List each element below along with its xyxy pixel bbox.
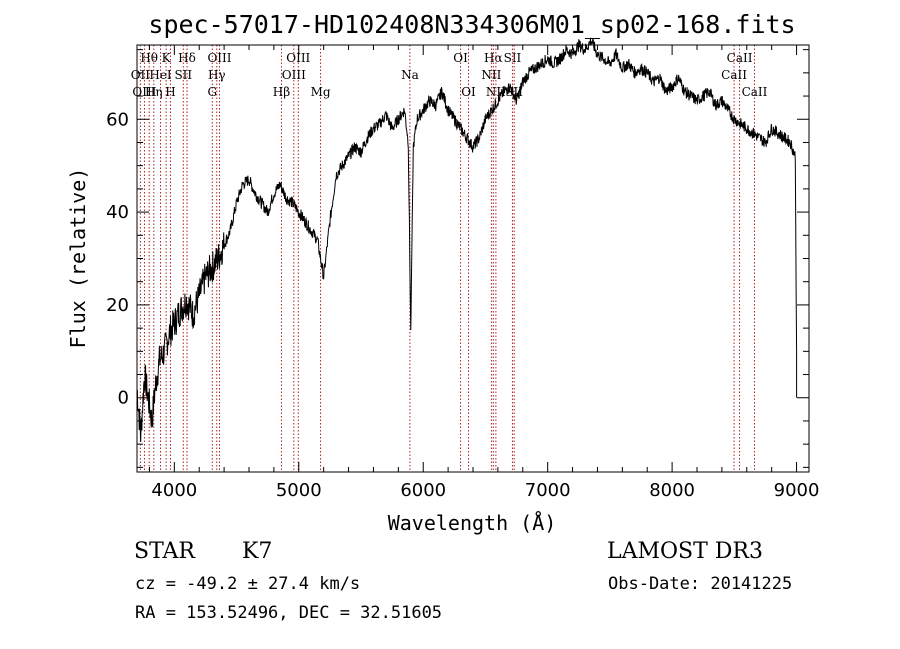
survey-name: LAMOST DR3 [607, 539, 763, 564]
plot-frame [136, 44, 810, 473]
object-subclass: K7 [242, 539, 273, 564]
emission-line-markers: Hθ OII OIII K HeI Hη Hδ SII H OIII Hγ G OIII OIII Hβ Mg… [131, 45, 768, 472]
line-marker-label-25: CaII [721, 68, 747, 82]
chart-title: spec-57017-HD102408N334306M01_sp02-168.f… [148, 10, 795, 39]
line-marker-label-10: Hγ [208, 68, 226, 82]
x-tick-label: 7000 [525, 480, 571, 501]
line-marker-label-8: H [165, 85, 175, 99]
line-marker-label-16: Na [401, 68, 419, 82]
line-marker-label-26: CaII [742, 85, 768, 99]
line-marker-label-21: NII [481, 68, 501, 82]
line-marker-label-18: OI [461, 85, 476, 99]
x-axis-ticks: 4000 5000 6000 7000 8000 9000 [148, 45, 820, 501]
line-marker-label-20: SII [504, 51, 522, 65]
line-marker-label-1: OII [131, 68, 151, 82]
line-marker-label-4: HeI [149, 68, 172, 82]
y-tick-label: 40 [106, 202, 129, 223]
line-marker-label-7: SII [174, 68, 192, 82]
line-marker-label-0: Hθ [140, 51, 158, 65]
line-marker-label-14: Hβ [273, 85, 290, 99]
line-marker-label-9: OIII [207, 51, 231, 65]
line-marker-label-15: Mg [311, 85, 331, 99]
line-marker-label-22: NII [486, 85, 506, 99]
y-axis-label: Flux (relative) [66, 168, 90, 349]
obs-date: Obs-Date: 20141225 [608, 574, 793, 594]
line-marker-label-13: OIII [282, 68, 306, 82]
line-marker-label-19: Hα [484, 51, 503, 65]
line-marker-label-11: G [207, 85, 217, 99]
x-tick-label: 5000 [276, 480, 322, 501]
spectrum-line [136, 37, 798, 442]
line-marker-label-24: CaII [727, 51, 753, 65]
x-tick-label: 8000 [649, 480, 695, 501]
x-tick-label: 4000 [151, 480, 197, 501]
object-class: STAR [134, 539, 195, 564]
line-marker-label-6: Hδ [178, 51, 196, 65]
x-tick-label: 6000 [400, 480, 446, 501]
line-marker-label-2: OIII [132, 85, 156, 99]
line-marker-label-12: OIII [286, 51, 310, 65]
y-axis-ticks: 0 20 40 60 [106, 49, 809, 468]
y-tick-label: 20 [106, 295, 129, 316]
redshift-cz: cz = -49.2 ± 27.4 km/s [135, 574, 361, 594]
ra-dec: RA = 153.52496, DEC = 32.51605 [135, 603, 443, 623]
y-tick-label: 0 [118, 388, 129, 409]
x-axis-label: Wavelength (Å) [388, 511, 557, 535]
line-marker-label-3: K [162, 51, 172, 65]
line-marker-label-5: Hη [145, 85, 163, 99]
y-tick-label: 60 [106, 109, 129, 130]
line-marker-label-17: OI [453, 51, 468, 65]
x-tick-label: 9000 [774, 480, 820, 501]
